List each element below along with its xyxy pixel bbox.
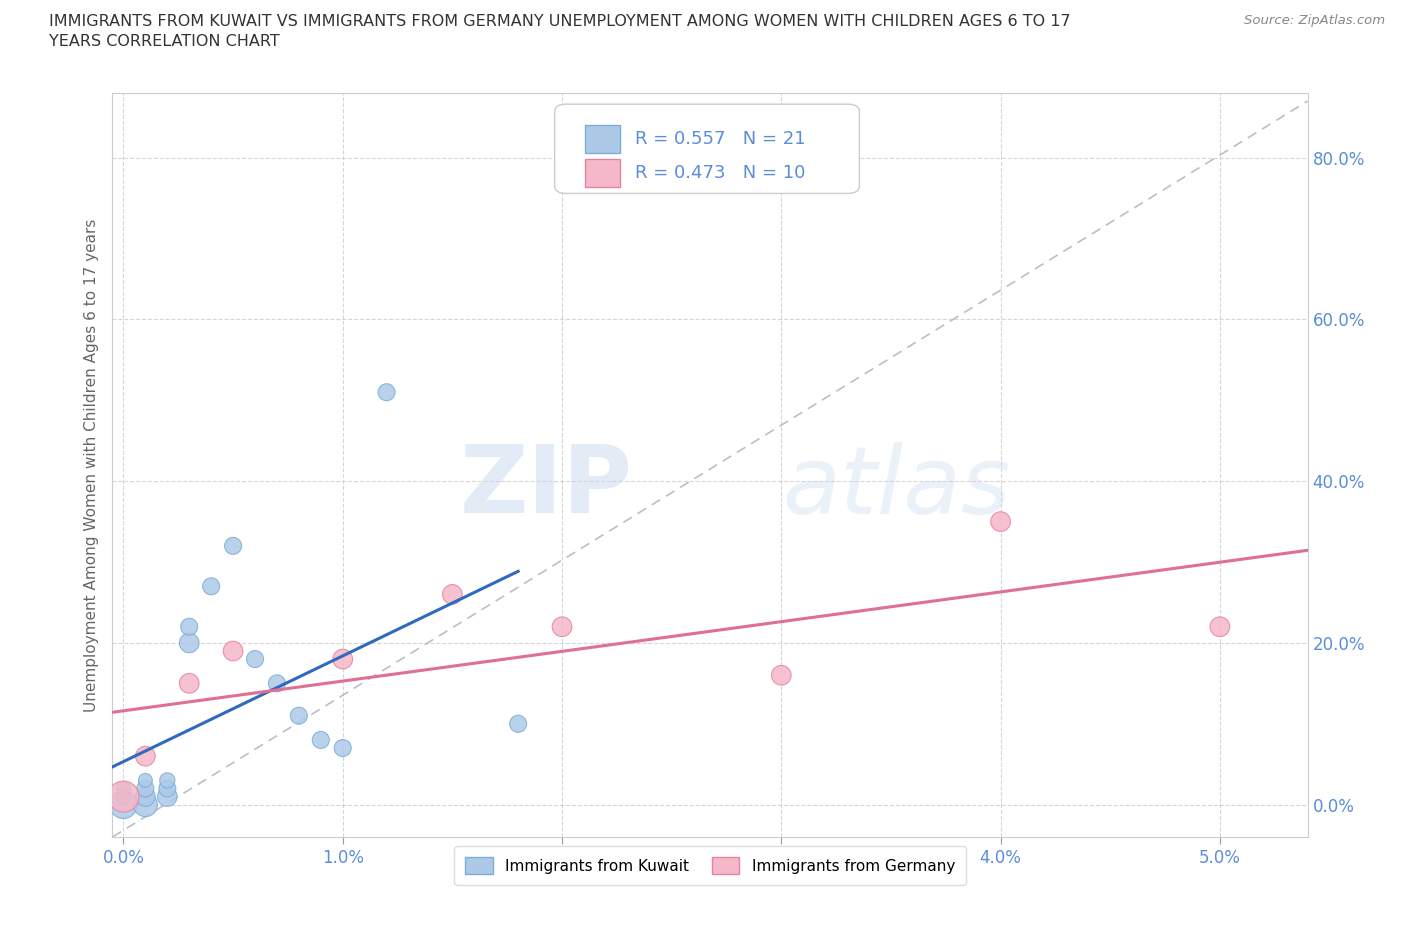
FancyBboxPatch shape [585,125,620,153]
Point [179,619,201,634]
Text: YEARS CORRELATION CHART: YEARS CORRELATION CHART [49,34,280,49]
Point [266,676,288,691]
FancyBboxPatch shape [554,104,859,193]
Point [441,587,464,602]
Y-axis label: Unemployment Among Women with Children Ages 6 to 17 years: Unemployment Among Women with Children A… [84,219,100,711]
Text: Source: ZipAtlas.com: Source: ZipAtlas.com [1244,14,1385,27]
Point [200,578,222,593]
Point [243,652,266,667]
Point [551,619,574,634]
Point [179,635,201,650]
Point [112,797,135,812]
Point [134,781,156,796]
Point [222,644,245,658]
FancyBboxPatch shape [585,159,620,188]
Text: IMMIGRANTS FROM KUWAIT VS IMMIGRANTS FROM GERMANY UNEMPLOYMENT AMONG WOMEN WITH : IMMIGRANTS FROM KUWAIT VS IMMIGRANTS FRO… [49,14,1071,29]
Point [288,709,311,724]
Text: ZIP: ZIP [460,442,633,533]
Point [134,749,156,764]
Text: R = 0.473   N = 10: R = 0.473 N = 10 [634,165,806,182]
Point [375,385,398,400]
Legend: Immigrants from Kuwait, Immigrants from Germany: Immigrants from Kuwait, Immigrants from … [454,846,966,885]
Point [134,790,156,804]
Point [332,740,354,755]
Point [770,668,793,683]
Point [179,676,201,691]
Point [156,781,179,796]
Point [112,790,135,804]
Point [112,781,135,796]
Point [134,797,156,812]
Text: R = 0.557   N = 21: R = 0.557 N = 21 [634,130,806,148]
Point [1209,619,1232,634]
Point [990,514,1012,529]
Point [156,773,179,788]
Text: atlas: atlas [782,442,1010,533]
Point [134,773,156,788]
Point [309,733,332,748]
Point [508,716,530,731]
Point [332,652,354,667]
Point [156,790,179,804]
Point [222,538,245,553]
Point [112,790,135,804]
